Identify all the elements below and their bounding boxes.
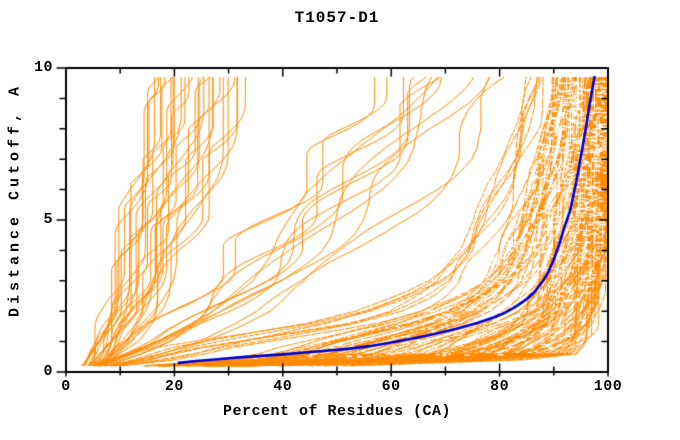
y-tick-label: 5: [43, 211, 53, 228]
x-tick-label: 60: [381, 378, 401, 395]
x-tick-label: 0: [61, 378, 71, 395]
x-tick-label: 100: [593, 378, 623, 395]
x-axis-title: Percent of Residues (CA): [222, 403, 452, 420]
y-tick-label: 0: [43, 363, 53, 380]
chart-title: T1057-D1: [294, 9, 380, 27]
y-axis-title: Distance Cutoff, A: [6, 82, 24, 318]
x-tick-label: 40: [273, 378, 293, 395]
y-tick-label: 10: [33, 59, 53, 76]
x-tick-label: 80: [490, 378, 510, 395]
x-tick-label: 20: [164, 378, 184, 395]
